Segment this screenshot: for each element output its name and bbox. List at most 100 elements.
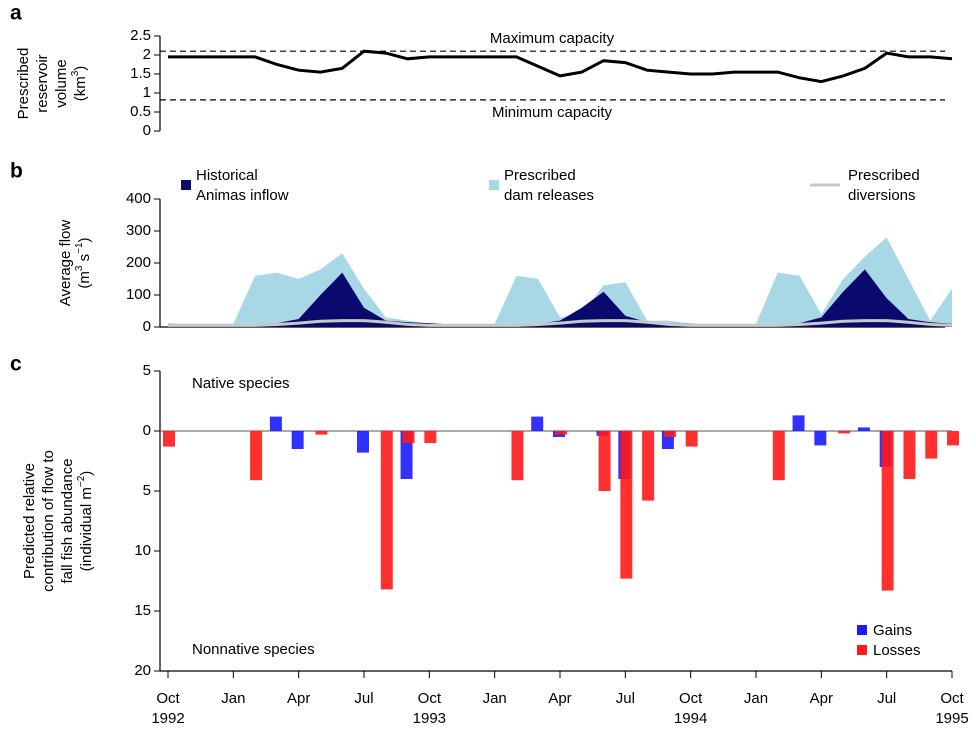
flow-line (168, 319, 953, 327)
contribution-bar (380, 431, 393, 590)
legend-label: Losses (873, 642, 921, 659)
x-tick-label: Jan (483, 690, 507, 707)
x-tick-year: 1993 (413, 710, 446, 727)
y-axis-label: contribution of flow to (40, 450, 57, 592)
unit-part: (m (76, 271, 93, 289)
contribution-bar (881, 431, 894, 591)
x-tick-label: Jul (616, 690, 635, 707)
y-tick-label: 2.5 (130, 27, 151, 44)
unit-part: ) (76, 237, 93, 242)
y-tick-label: 1.5 (130, 65, 151, 82)
contribution-bar (663, 431, 676, 437)
x-tick-label: Oct (940, 690, 964, 707)
unit-part: −2 (76, 475, 87, 487)
y-tick-label: 0 (143, 422, 151, 439)
y-tick-label: 15 (134, 602, 151, 619)
contribution-bar (511, 431, 524, 481)
x-tick-label: Apr (548, 690, 571, 707)
legend-label: Prescribed (848, 167, 920, 184)
y-tick-label: 5 (143, 362, 151, 379)
y-tick-label: 200 (126, 254, 151, 271)
y-axis-label: Predicted relative (21, 463, 38, 579)
contribution-bar (685, 431, 698, 447)
contribution-bar (838, 431, 851, 434)
y-axis-unit: (m3 s−1) (74, 237, 93, 288)
contribution-bar (315, 431, 328, 435)
y-tick-label: 10 (134, 542, 151, 559)
x-tick-label: Oct (679, 690, 703, 707)
x-tick-label: Jul (877, 690, 896, 707)
contribution-bar (163, 431, 175, 447)
contribution-bar (642, 431, 655, 501)
contribution-bar (357, 431, 369, 453)
x-tick-label: Jan (744, 690, 768, 707)
y-tick-label: 2 (143, 46, 151, 63)
contribution-bar (291, 431, 304, 449)
contribution-bar (857, 427, 870, 431)
x-tick-label: Oct (418, 690, 442, 707)
y-tick-label: 0.5 (130, 103, 151, 120)
y-tick-label: 400 (126, 190, 151, 207)
contribution-bar (620, 431, 633, 579)
flow-area (168, 237, 952, 327)
panel-letter: c (10, 353, 22, 376)
volume-line (168, 49, 953, 84)
contribution-bar (402, 431, 415, 443)
contribution-bar (772, 431, 785, 481)
y-axis-unit: (km3) (70, 66, 89, 102)
capacity-label: Maximum capacity (490, 30, 615, 47)
legend-label: Animas inflow (196, 187, 289, 204)
contribution-bar (531, 416, 544, 431)
unit-part: ) (72, 66, 89, 71)
annotation: Nonnative species (192, 641, 315, 658)
contribution-bar (661, 431, 674, 449)
legend-label: Historical (196, 167, 258, 184)
unit-part: 3 (70, 70, 81, 76)
y-axis-label: Average flow (57, 220, 74, 307)
unit-part: 3 (74, 265, 85, 271)
x-tick-year: 1992 (151, 710, 184, 727)
contribution-bar (250, 431, 263, 481)
unit-part: −1 (74, 242, 85, 254)
legend-label: dam releases (504, 187, 594, 204)
y-axis-unit: (individual m−2) (76, 471, 95, 572)
contribution-bar (903, 431, 916, 479)
contribution-bar (792, 415, 805, 431)
x-tick-label: Apr (287, 690, 310, 707)
y-tick-label: 300 (126, 222, 151, 239)
x-tick-year: 1995 (935, 710, 968, 727)
x-tick-label: Jul (354, 690, 373, 707)
legend-swatch (489, 180, 499, 190)
panel-letter: a (10, 2, 22, 25)
legend-swatch (181, 180, 191, 190)
contribution-bar (269, 416, 282, 431)
contribution-bar (814, 431, 827, 446)
y-axis-label: fall fish abundance (59, 458, 76, 583)
legend-swatch (857, 625, 867, 635)
y-tick-label: 1 (143, 84, 151, 101)
contribution-bar (424, 431, 437, 443)
unit-part: (individual m (78, 487, 95, 571)
legend-label: diversions (848, 187, 916, 204)
y-tick-label: 20 (134, 662, 151, 679)
y-tick-label: 0 (143, 122, 151, 139)
unit-part: ) (78, 471, 95, 476)
legend-label: Prescribed (504, 167, 576, 184)
legend-label: Gains (873, 622, 912, 639)
y-axis-label: Prescribed (15, 48, 32, 120)
legend-swatch (857, 645, 867, 655)
y-axis-label: reservoir (34, 54, 51, 112)
x-tick-label: Apr (810, 690, 833, 707)
y-tick-label: 0 (143, 318, 151, 335)
y-tick-label: 5 (143, 482, 151, 499)
contribution-bar (400, 431, 413, 479)
unit-part: s (76, 254, 93, 266)
contribution-bar (925, 431, 938, 459)
x-tick-label: Jan (221, 690, 245, 707)
y-axis-label: volume (53, 59, 70, 107)
annotation: Native species (192, 375, 290, 392)
panel-letter: b (10, 160, 23, 183)
flow-area (168, 269, 952, 327)
x-tick-label: Oct (156, 690, 180, 707)
